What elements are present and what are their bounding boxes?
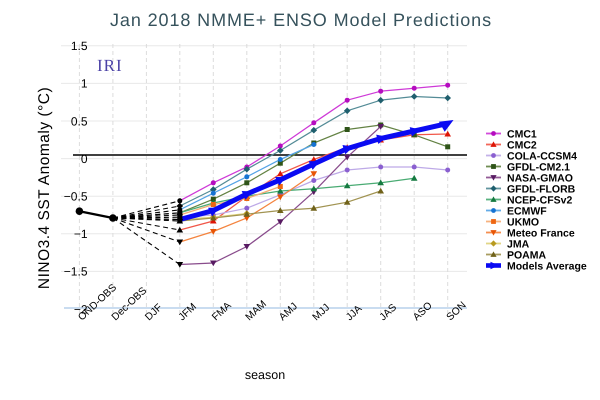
svg-text:UKMO: UKMO: [507, 216, 539, 228]
svg-text:COLA-CCSM4: COLA-CCSM4: [507, 150, 577, 162]
svg-text:−0.5: −0.5: [64, 190, 88, 204]
svg-text:CMC2: CMC2: [507, 139, 537, 151]
svg-text:1.5: 1.5: [71, 39, 88, 53]
svg-text:−2: −2: [74, 302, 88, 316]
svg-text:NINO3.4 SST Anomaly (°C): NINO3.4 SST Anomaly (°C): [36, 87, 53, 289]
svg-text:JMA: JMA: [507, 238, 530, 250]
svg-text:ECMWF: ECMWF: [507, 205, 547, 217]
svg-text:NASA-GMAO: NASA-GMAO: [507, 172, 573, 184]
svg-text:−1: −1: [74, 227, 88, 241]
svg-text:−1.5: −1.5: [64, 265, 88, 279]
svg-text:Meteo France: Meteo France: [507, 227, 575, 239]
svg-text:GFDL-FLORB: GFDL-FLORB: [507, 183, 576, 195]
svg-text:NCEP-CFSv2: NCEP-CFSv2: [507, 194, 573, 206]
svg-text:CMC1: CMC1: [507, 128, 537, 140]
svg-text:Models Average: Models Average: [507, 260, 587, 272]
svg-text:POAMA: POAMA: [507, 249, 547, 261]
svg-text:1: 1: [81, 77, 88, 91]
svg-text:IRI: IRI: [97, 56, 123, 75]
svg-text:GFDL-CM2.1: GFDL-CM2.1: [507, 161, 570, 173]
svg-text:season: season: [245, 368, 285, 382]
svg-text:0.5: 0.5: [71, 114, 88, 128]
svg-text:0: 0: [81, 152, 88, 166]
svg-text:Jan 2018 NMME+ ENSO Model Pred: Jan 2018 NMME+ ENSO Model Predictions: [110, 10, 492, 30]
